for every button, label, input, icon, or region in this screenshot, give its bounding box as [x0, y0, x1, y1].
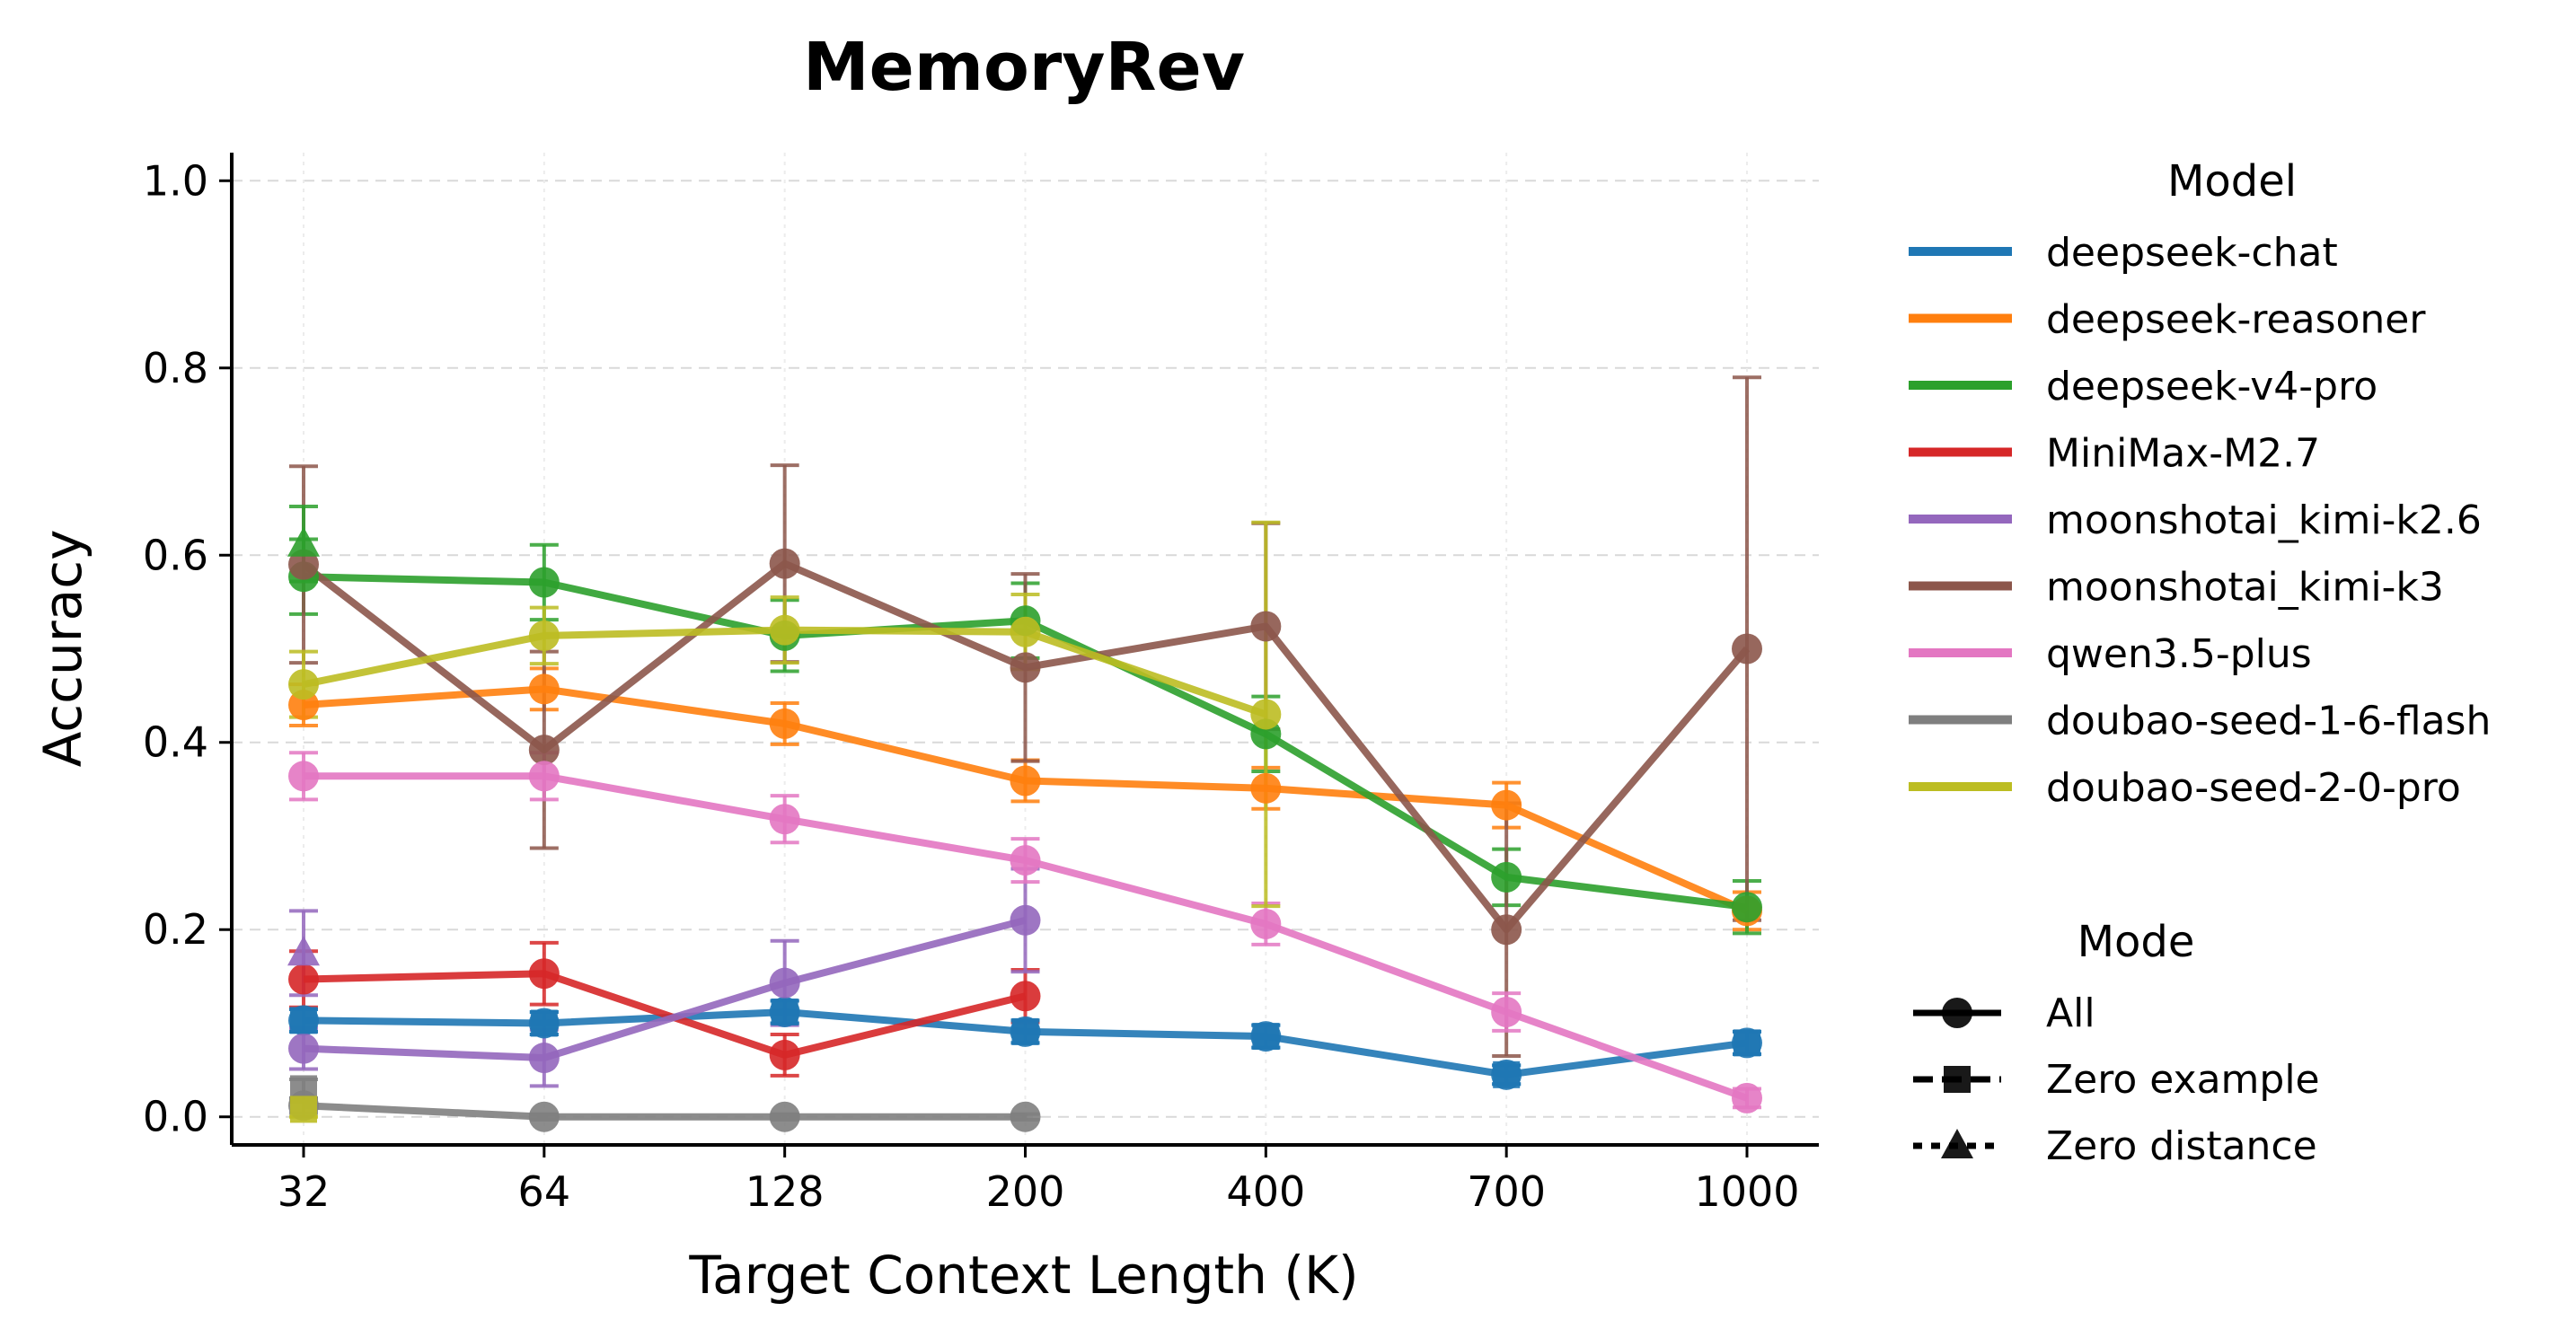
- legend-label: doubao-seed-1-6-flash: [2046, 699, 2491, 744]
- legend-mode-label: All: [2046, 990, 2095, 1036]
- data-point: [528, 958, 560, 990]
- legend-label: doubao-seed-2-0-pro: [2046, 765, 2461, 811]
- x-tick-label: 1000: [1694, 1167, 1799, 1216]
- data-point-zero-distance: [287, 526, 320, 557]
- data-point: [769, 1039, 800, 1070]
- x-tick-label: 700: [1467, 1167, 1546, 1216]
- data-point: [1010, 765, 1041, 797]
- data-point: [1010, 904, 1041, 936]
- data-point: [1250, 699, 1282, 730]
- data-point-zero-example: [1734, 1029, 1760, 1057]
- legend-model-entries: deepseek-chat deepseek-reasoner deepseek-v…: [1909, 230, 2491, 811]
- data-point-zero-example: [290, 1007, 317, 1034]
- data-point-zero-example: [771, 998, 798, 1025]
- data-point: [288, 761, 319, 792]
- data-point-zero-example: [1252, 1023, 1280, 1051]
- data-point: [769, 614, 800, 646]
- data-point: [1250, 611, 1282, 642]
- data-point: [1250, 772, 1282, 804]
- data-point-zero-distance: [287, 936, 320, 966]
- data-point: [1491, 914, 1522, 946]
- series-line: [303, 916, 1027, 1062]
- data-point: [528, 1101, 560, 1132]
- x-tick-label: 64: [518, 1167, 571, 1216]
- legend-label: moonshotai_kimi-k2.6: [2046, 497, 2482, 543]
- x-axis-ticks: 32 64 128 200 400 700 1000: [278, 1145, 1800, 1216]
- data-point: [288, 1033, 319, 1064]
- data-point: [1010, 616, 1041, 647]
- data-point-zero-example: [290, 1096, 317, 1123]
- legend-label: deepseek-reasoner: [2046, 297, 2426, 343]
- series-line: [303, 1102, 1026, 1121]
- x-tick-label: 128: [745, 1167, 825, 1216]
- legend-mode-marker: [1941, 1129, 1973, 1158]
- data-point: [769, 708, 800, 739]
- data-point: [1010, 1101, 1041, 1132]
- data-point: [1250, 908, 1282, 939]
- data-point-zero-example: [1493, 1061, 1521, 1088]
- y-tick-label: 1.0: [143, 156, 208, 205]
- data-point: [1491, 996, 1522, 1027]
- legend-mode-label: Zero example: [2046, 1057, 2320, 1103]
- data-point: [769, 1101, 800, 1132]
- data-point: [288, 549, 319, 580]
- data-point: [1010, 981, 1041, 1012]
- data-point: [769, 804, 800, 835]
- legend-mode-label: Zero distance: [2046, 1123, 2317, 1169]
- data-point: [1732, 1082, 1762, 1113]
- y-tick-label: 0.6: [143, 531, 208, 579]
- legend-mode-entries: All Zero example Zero distance: [1913, 990, 2320, 1169]
- data-point: [528, 735, 560, 766]
- series-line: [303, 970, 1027, 1059]
- data-point: [528, 620, 560, 651]
- x-tick-label: 400: [1226, 1167, 1305, 1216]
- y-axis-ticks: 0.0 0.2 0.4 0.6 0.8 1.0: [143, 156, 232, 1141]
- data-point: [1732, 892, 1762, 923]
- legend-label: deepseek-chat: [2046, 230, 2338, 276]
- x-tick-label: 200: [986, 1167, 1065, 1216]
- data-markers: [287, 526, 1762, 1132]
- data-point-zero-example: [530, 1009, 558, 1037]
- legend-mode-marker: [1944, 1066, 1971, 1093]
- legend-label: MiniMax-M2.7: [2046, 431, 2320, 477]
- data-point: [288, 964, 319, 995]
- legend-label: moonshotai_kimi-k3: [2046, 565, 2444, 611]
- data-point: [769, 548, 800, 579]
- data-point: [769, 967, 800, 999]
- y-axis-label: Accuracy: [32, 530, 93, 768]
- legend-mode-marker: [1942, 998, 1972, 1028]
- data-point: [1491, 861, 1522, 893]
- legend: Model deepseek-chatdeepseek-reasonerdeep…: [1909, 156, 2491, 1169]
- data-point: [528, 673, 560, 705]
- data-point: [1010, 652, 1041, 683]
- legend-mode-title: Mode: [2078, 917, 2195, 967]
- legend-label: deepseek-v4-pro: [2046, 364, 2378, 409]
- data-point: [528, 1043, 560, 1074]
- data-point: [528, 761, 560, 792]
- data-point: [528, 567, 560, 598]
- legend-model-title: Model: [2167, 156, 2297, 207]
- x-tick-label: 32: [278, 1167, 331, 1216]
- x-axis-label: Target Context Length (K): [688, 1245, 1358, 1306]
- y-tick-label: 0.4: [143, 718, 208, 767]
- chart-title: MemoryRev: [803, 29, 1245, 106]
- y-tick-label: 0.0: [143, 1093, 208, 1141]
- y-tick-label: 0.8: [143, 344, 208, 392]
- data-point: [288, 669, 319, 700]
- data-point: [1732, 633, 1762, 664]
- y-tick-label: 0.2: [143, 905, 208, 954]
- data-point: [1010, 845, 1041, 876]
- legend-label: qwen3.5-plus: [2046, 631, 2312, 677]
- data-point: [1491, 789, 1522, 821]
- data-point-zero-example: [1011, 1017, 1039, 1045]
